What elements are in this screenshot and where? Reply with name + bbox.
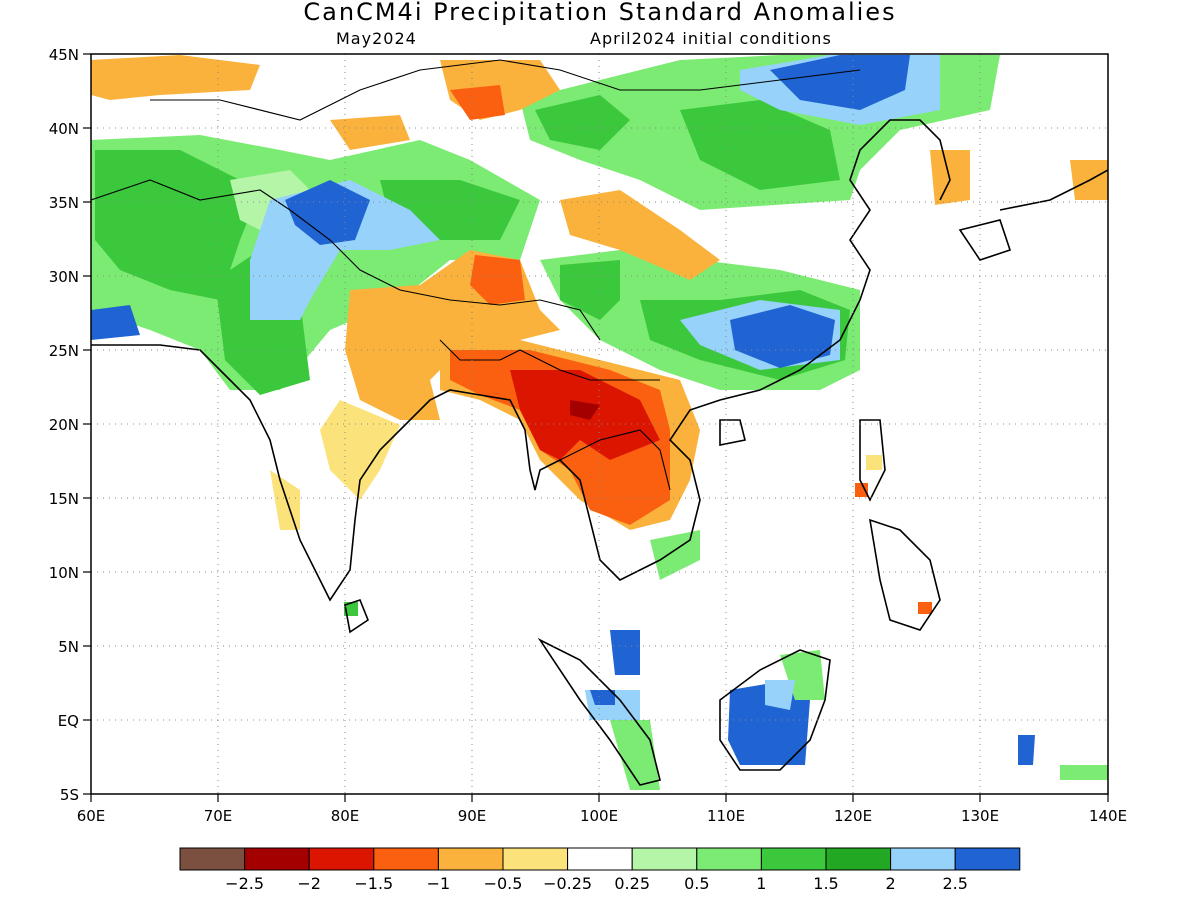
anomaly-moderate-dry-north-1 [91,55,260,100]
longitude-labels: 60E 70E 80E 90E 100E 110E 120E 130E 140E [77,807,1127,825]
latitude-labels: 5S EQ 5N 10N 15N 20N 25N 30N 35N 40N 45N [49,46,79,804]
anomaly-extreme-wet-sumatra-1 [610,630,640,675]
anomaly-moderate-dry-north-3 [330,115,410,150]
lon-label: 90E [458,807,487,825]
anomaly-wet-new-guinea [1060,765,1108,780]
colorbar-label: −1 [427,874,451,893]
colorbar-label: −0.25 [543,874,592,893]
colorbar-swatch [825,847,892,871]
anomaly-wet-sumatra [610,720,660,790]
colorbar-label: 0.5 [684,874,709,893]
country-borders [91,59,861,491]
colorbar-label: −2 [297,874,321,893]
colorbar-swatch [502,847,569,871]
colorbar-label: −2.5 [225,874,264,893]
lat-label: 20N [49,416,79,434]
colorbar-swatch [308,847,375,871]
lat-label: 35N [49,194,79,212]
colorbar: −2.5 −2 −1.5 −1 −0.5 −0.25 0.25 0.5 1 1.5 2 2.5 [179,847,1021,893]
lat-label: EQ [58,712,79,730]
lat-label: 5S [60,786,79,804]
anomaly-moderate-wet-northeast [535,95,630,150]
anomaly-moderate-wet-northwest [95,150,260,300]
anomaly-wet-vietnam [650,530,700,580]
anomaly-moderate-dry-central [560,190,720,280]
anomaly-extreme-wet-south-china [730,305,835,368]
colorbar-swatch [244,847,310,871]
lat-label: 10N [49,564,79,582]
colorbar-label: −1.5 [354,874,393,893]
forecast-month: May2024 [336,29,417,48]
lat-label: 45N [49,46,79,64]
lon-label: 120E [834,807,872,825]
anomaly-extreme-wet-far-west [91,305,140,340]
lon-label: 100E [580,807,618,825]
anomaly-extreme-wet-new-guinea [1018,735,1035,765]
colorbar-label: 2 [886,874,896,893]
lon-label: 130E [961,807,999,825]
colorbar-label: 0.25 [614,874,650,893]
lon-label: 110E [707,807,745,825]
lat-label: 5N [58,638,79,656]
anomaly-extreme-wet-light-borneo [765,680,795,710]
map-title: CanCM4i Precipitation Standard Anomalies [303,0,897,26]
colorbar-label: 1.5 [813,874,838,893]
anomaly-moderate-wet-sri-lanka [344,602,358,616]
anomaly-dry-mindanao [918,602,932,614]
anomaly-dry-tibet [470,255,525,305]
lat-label: 25N [49,342,79,360]
anomaly-extreme-dry-myanmar [570,400,600,420]
anomaly-moderate-wet-mongolia [680,100,840,190]
colorbar-swatch [437,847,504,871]
colorbar-swatch [760,847,827,871]
lon-label: 70E [204,807,233,825]
lat-label: 15N [49,490,79,508]
anomaly-moderate-wet-central-china [560,260,620,320]
anomaly-slight-dry-southwest-india [270,470,300,530]
anomaly-dry-north [450,85,505,120]
colorbar-swatch [567,847,633,871]
anomaly-field [91,55,1108,790]
anomaly-extreme-wet-kashmir [285,180,370,245]
anomaly-dry-luzon [855,483,868,497]
colorbar-swatch [179,847,246,871]
colorbar-label: −0.5 [484,874,523,893]
lon-label: 140E [1089,807,1127,825]
colorbar-swatch [373,847,439,871]
lat-label: 40N [49,120,79,138]
colorbar-swatch [954,847,1021,871]
anomaly-extreme-wet-sumatra-2 [590,690,615,705]
colorbar-swatch [696,847,762,871]
anomaly-extreme-wet-manchuria [770,55,910,110]
axis-ticks [83,53,1109,802]
anomaly-slight-dry-luzon [866,455,882,470]
lon-label: 60E [77,807,106,825]
lon-label: 80E [331,807,360,825]
colorbar-label: 2.5 [942,874,967,893]
colorbar-label: 1 [756,874,766,893]
initial-conditions-label: April2024 initial conditions [590,29,832,48]
colorbar-swatch [890,847,956,871]
lat-label: 30N [49,268,79,286]
colorbar-swatch [631,847,698,871]
anomaly-slight-dry-india [320,400,400,500]
